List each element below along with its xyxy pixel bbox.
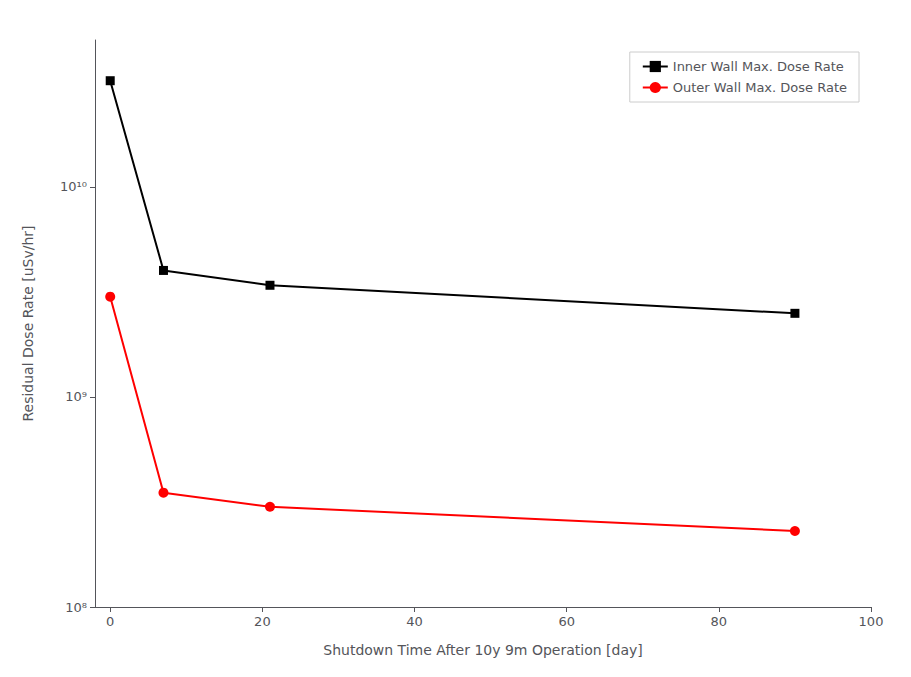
svg-text:Inner Wall Max. Dose Rate: Inner Wall Max. Dose Rate	[673, 59, 844, 74]
svg-text:80: 80	[711, 614, 728, 629]
svg-text:10¹⁰: 10¹⁰	[60, 179, 87, 194]
svg-text:10⁹: 10⁹	[65, 389, 87, 404]
svg-text:10⁸: 10⁸	[65, 600, 87, 615]
svg-text:Outer Wall Max. Dose Rate: Outer Wall Max. Dose Rate	[673, 80, 847, 95]
svg-text:60: 60	[558, 614, 575, 629]
svg-text:20: 20	[254, 614, 271, 629]
svg-text:Residual Dose Rate [uSv/hr]: Residual Dose Rate [uSv/hr]	[20, 225, 36, 421]
svg-text:Shutdown Time After 10y 9m Ope: Shutdown Time After 10y 9m Operation [da…	[323, 642, 642, 658]
svg-text:100: 100	[859, 614, 884, 629]
svg-text:0: 0	[106, 614, 114, 629]
svg-text:40: 40	[406, 614, 423, 629]
